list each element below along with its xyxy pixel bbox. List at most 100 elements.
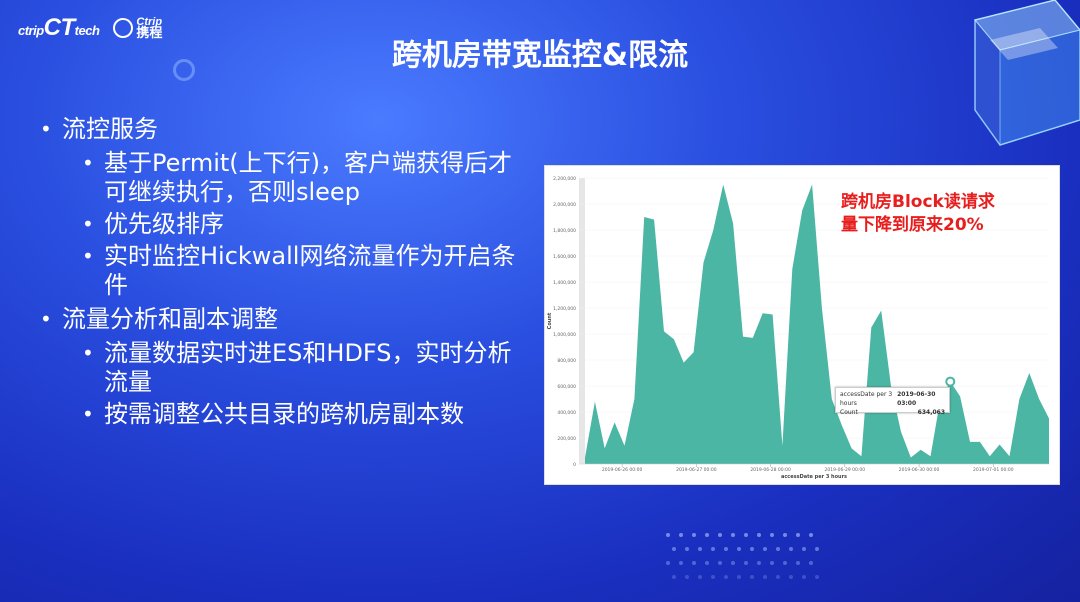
decorative-dot (705, 561, 709, 565)
sub-bullet-item: • 优先级排序 (82, 210, 224, 238)
decorative-dot (789, 547, 793, 551)
area-chart: 0 200,000 400,000 600,000 800,000 1,000,000 1,… (547, 176, 1049, 480)
tooltip-value: 2019-06-30 03:00 (897, 391, 936, 407)
decorative-dot (776, 547, 780, 551)
area-series (585, 184, 1049, 464)
y-tick-label: 800,000 (557, 358, 576, 364)
decorative-dot (770, 561, 774, 565)
decorative-circle (173, 59, 195, 81)
x-tick-label: 2019-07-01 00:00 (973, 467, 1014, 473)
annotation-line-1: 跨机房Block读请求 (841, 192, 995, 212)
decorative-dot (815, 547, 819, 551)
annotation-line-2: 量下降到原来20% (841, 215, 984, 235)
decorative-dot (750, 575, 754, 579)
decorative-dot (672, 575, 676, 579)
bullet-text: 流量分析和副本调整 (62, 305, 278, 333)
decorative-dot (685, 547, 689, 551)
decorative-cube (974, 0, 1080, 146)
decorative-dot (744, 561, 748, 565)
sub-bullet-item: • 实时监控Hickwall网络流量作为开启条件 (82, 242, 530, 300)
y-tick-label: 0 (573, 462, 576, 468)
y-tick-label: 1,000,000 (553, 332, 576, 338)
decorative-dot (757, 533, 761, 537)
y-tick-label: 2,200,000 (553, 176, 576, 182)
ctrip-logo-en: Ctrip (136, 16, 163, 28)
sub-bullet-item: • 流量数据实时进ES和HDFS，实时分析流量 (82, 339, 530, 397)
decorative-dot (724, 575, 728, 579)
bullet-item: • 流控服务 (40, 112, 530, 146)
decorative-dot (731, 561, 735, 565)
y-tick-label: 2,000,000 (553, 202, 576, 208)
decorative-dot (789, 575, 793, 579)
sub-bullet-text: 实时监控Hickwall网络流量作为开启条件 (104, 242, 516, 299)
ctrip-logo-cn: 携程 (136, 26, 163, 41)
sub-bullet-text: 按需调整公共目录的跨机房副本数 (104, 400, 464, 428)
ctrip-tech-mark: CT (43, 14, 76, 41)
y-tick-label: 400,000 (557, 410, 576, 416)
decorative-dot (666, 561, 670, 565)
ctrip-tech-logo: ctripCTtech (18, 14, 100, 42)
ctrip-logo: Ctrip 携程 (113, 16, 163, 41)
decorative-dot (737, 575, 741, 579)
decorative-dot (718, 533, 722, 537)
decorative-dot (802, 547, 806, 551)
logo-area: ctripCTtech Ctrip 携程 (18, 14, 162, 42)
decorative-dot (815, 575, 819, 579)
y-axis-label: Count (547, 312, 553, 329)
decorative-dot (698, 547, 702, 551)
decorative-dot (770, 533, 774, 537)
decorative-dot (666, 533, 670, 537)
ctrip-tech-prefix: ctrip (18, 23, 44, 38)
decorative-dot-grid (666, 533, 819, 579)
sub-bullet-text: 流量数据实时进ES和HDFS，实时分析流量 (104, 339, 512, 396)
sub-bullet-text: 优先级排序 (104, 210, 224, 238)
y-tick-label: 1,600,000 (553, 254, 576, 260)
decorative-dot (776, 575, 780, 579)
decorative-dot (692, 561, 696, 565)
chart-annotation: 跨机房Block读请求 量下降到原来20% (841, 191, 995, 237)
decorative-dot (705, 533, 709, 537)
x-tick-label: 2019-06-30 00:00 (899, 467, 940, 473)
decorative-dot (796, 561, 800, 565)
decorative-dot (744, 533, 748, 537)
y-tick-label: 1,800,000 (553, 228, 576, 234)
decorative-dot (809, 561, 813, 565)
decorative-dot (679, 561, 683, 565)
x-tick-label: 2019-06-27 00:00 (676, 467, 717, 473)
x-axis-label: accessDate per 3 hours (781, 474, 847, 480)
ctrip-tech-suffix: tech (74, 23, 100, 38)
bullet-item: • 流量分析和副本调整 (40, 302, 530, 336)
bullet-text: 流控服务 (62, 115, 158, 143)
chart-scroll-strip (579, 178, 585, 464)
tooltip-key: accessDate per 3 hours (840, 391, 893, 407)
tooltip-key: Count (840, 409, 858, 416)
y-tick-label: 1,200,000 (553, 306, 576, 312)
decorative-dot (698, 575, 702, 579)
x-tick-label: 2019-06-29 00:00 (825, 467, 866, 473)
sub-bullet-item: • 基于Permit(上下行)，客户端获得后才可继续执行，否则sleep (82, 149, 530, 207)
decorative-dot (783, 561, 787, 565)
tooltip-value: 634,063 (917, 409, 945, 416)
y-tick-label: 1,400,000 (553, 280, 576, 286)
decorative-dot (763, 575, 767, 579)
ctrip-logo-icon (113, 18, 134, 38)
decorative-dot (737, 547, 741, 551)
chart-panel: 0 200,000 400,000 600,000 800,000 1,000,000 1,… (544, 165, 1060, 485)
x-tick-label: 2019-06-26 00:00 (602, 467, 643, 473)
bullet-list: • 流控服务 • 基于Permit(上下行)，客户端获得后才可继续执行，否则slee… (40, 112, 530, 429)
decorative-dot (796, 533, 800, 537)
page-title: 跨机房带宽监控&限流 (391, 38, 689, 73)
highlight-point (945, 376, 956, 387)
decorative-dot (763, 547, 767, 551)
sub-bullet-item: • 按需调整公共目录的跨机房副本数 (82, 400, 464, 428)
chart-tooltip: accessDate per 3 hours 2019-06-30 03:00 C… (835, 387, 950, 416)
decorative-dot (750, 547, 754, 551)
decorative-dot (679, 533, 683, 537)
decorative-dot (724, 547, 728, 551)
x-tick-label: 2019-06-28 00:00 (750, 467, 791, 473)
decorative-dot (685, 575, 689, 579)
y-tick-label: 600,000 (557, 384, 576, 390)
decorative-dot (692, 533, 696, 537)
decorative-dot (672, 547, 676, 551)
decorative-dot (718, 561, 722, 565)
